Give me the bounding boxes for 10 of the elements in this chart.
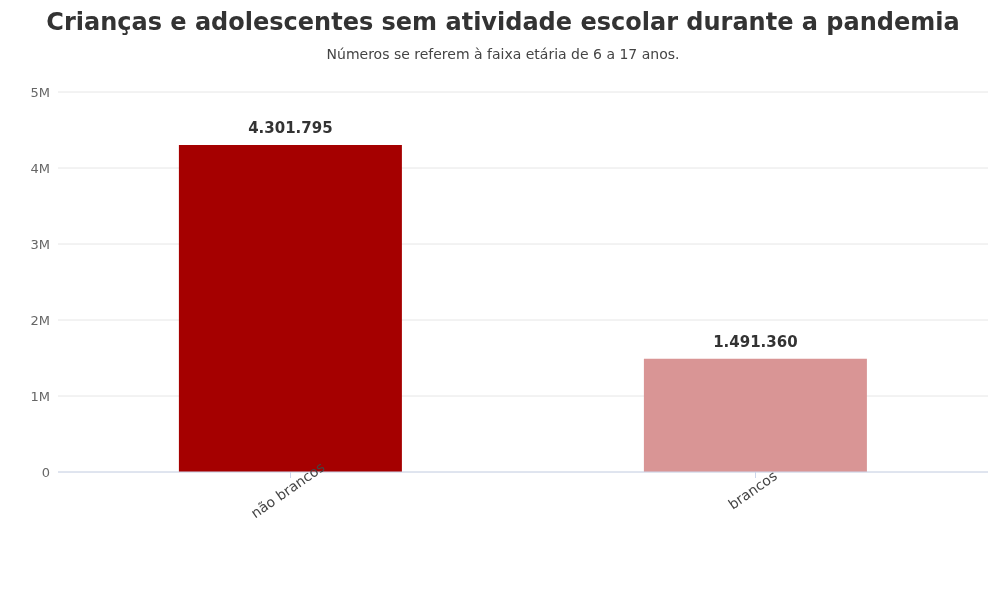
- y-tick-label: 0: [41, 464, 50, 480]
- data-label: 4.301.795: [248, 119, 333, 138]
- y-tick-label: 1M: [30, 388, 50, 404]
- y-tick-label: 3M: [30, 236, 50, 252]
- chart-subtitle: Números se referem à faixa etária de 6 a 17 anos.: [325, 46, 681, 62]
- y-tick-label: 4M: [30, 160, 50, 176]
- chart-title: Crianças e adolescentes sem atividade escolar durante a pandemia: [45, 8, 961, 36]
- y-tick-label: 5M: [30, 84, 50, 100]
- y-tick-label: 2M: [30, 312, 50, 328]
- data-label: 1.491.360: [713, 332, 798, 351]
